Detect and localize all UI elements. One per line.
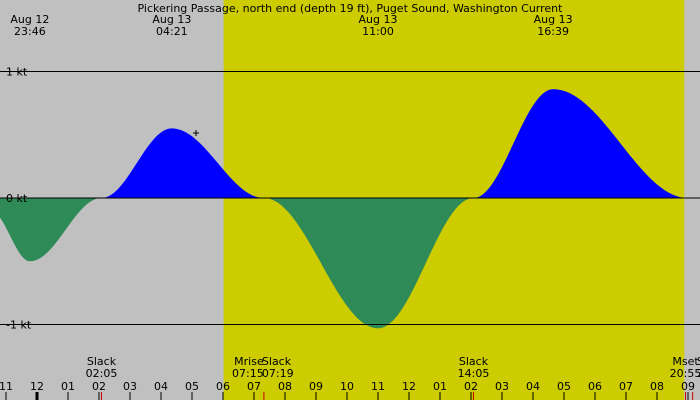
hour-label: 08 — [650, 380, 664, 393]
event-time: 14:05 — [458, 367, 490, 380]
hour-label: 03 — [123, 380, 137, 393]
hour-label: 06 — [216, 380, 230, 393]
extremum-date: Aug 13 — [359, 13, 398, 26]
hour-label: 12 — [402, 380, 416, 393]
chart-title: Pickering Passage, north end (depth 19 f… — [138, 2, 564, 15]
hour-label: 01 — [61, 380, 75, 393]
hour-label: 05 — [185, 380, 199, 393]
y-gridlines — [0, 71, 700, 325]
peak-marker — [193, 130, 199, 136]
hour-label: 11 — [371, 380, 385, 393]
hour-label: 09 — [681, 380, 695, 393]
extremum-date: Aug 13 — [534, 13, 573, 26]
extremum-date: Aug 12 — [10, 13, 49, 26]
hour-label: 04 — [154, 380, 168, 393]
hour-label: 05 — [557, 380, 571, 393]
ebb-area-0 — [0, 198, 102, 262]
event-name: S — [697, 355, 700, 368]
hour-label: 02 — [464, 380, 478, 393]
extremum-time: 04:21 — [156, 25, 188, 38]
current-area — [0, 89, 700, 329]
hour-label: 10 — [340, 380, 354, 393]
hour-label: 09 — [309, 380, 323, 393]
y-tick-label: -1 kt — [6, 319, 32, 332]
hour-label: 06 — [588, 380, 602, 393]
flood-area-3 — [473, 89, 700, 198]
hour-label: 02 — [92, 380, 106, 393]
hour-label: 01 — [433, 380, 447, 393]
event-name: Slack — [262, 355, 292, 368]
event-time: 02:05 — [86, 367, 118, 380]
extremum-date: Aug 13 — [152, 13, 191, 26]
flood-area-1 — [101, 128, 264, 198]
y-tick-labels: 1 kt 0 kt -1 kt — [6, 66, 32, 332]
hour-label: 03 — [495, 380, 509, 393]
y-tick-label: 1 kt — [6, 66, 28, 79]
y-tick-label: 0 kt — [6, 192, 28, 205]
hour-label: 08 — [278, 380, 292, 393]
ebb-area-2 — [264, 198, 474, 329]
hour-label: 12 — [30, 380, 44, 393]
extremum-time: 23:46 — [14, 25, 46, 38]
event-time: 2 — [697, 367, 700, 380]
event-name: Mset — [672, 355, 699, 368]
event-name: Slack — [87, 355, 117, 368]
event-time: 20:55 — [670, 367, 700, 380]
hour-label: 07 — [247, 380, 261, 393]
hour-label: 11 — [0, 380, 13, 393]
event-name: Slack — [459, 355, 489, 368]
event-name: Mrise — [234, 355, 264, 368]
extremum-time: 11:00 — [362, 25, 394, 38]
event-time: 07:19 — [262, 367, 294, 380]
extremum-time: 16:39 — [537, 25, 569, 38]
hour-axis: 11 12 01 02 03 04 05 06 07 08 09 10 11 12 01 02 03 04 05 06… — [0, 380, 695, 400]
event-labels: Slack02:05Mrise07:15Slack07:19Slack14:05… — [86, 355, 700, 380]
hour-label: 04 — [526, 380, 540, 393]
hour-label: 07 — [619, 380, 633, 393]
event-time: 07:15 — [232, 367, 264, 380]
